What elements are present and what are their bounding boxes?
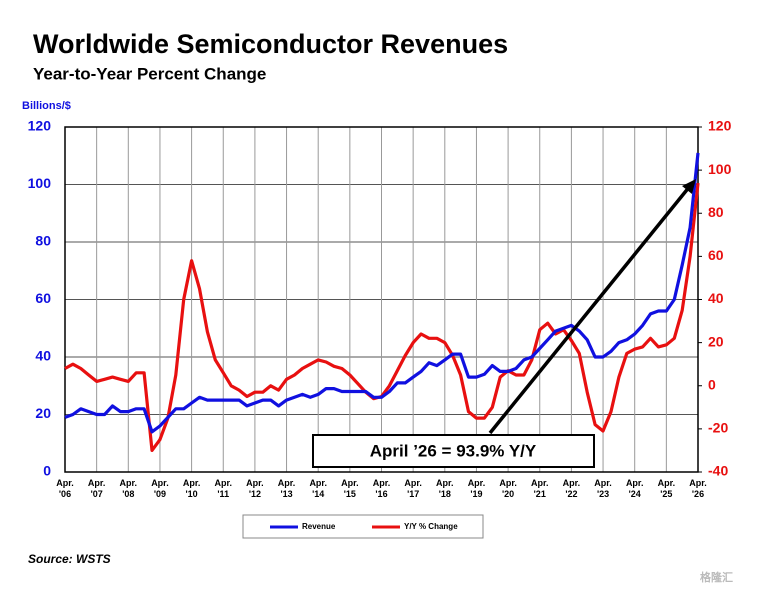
x-tick-label: Apr. '13 bbox=[278, 478, 296, 499]
y2-tick-label: 40 bbox=[708, 290, 724, 306]
x-tick-label: Apr. '23 bbox=[594, 478, 612, 499]
x-tick-label: Apr. '15 bbox=[341, 478, 359, 499]
x-tick-label: Apr. '10 bbox=[183, 478, 201, 499]
watermark: 格隆汇 bbox=[700, 570, 733, 584]
plot-area: 0 20 40 60 80 100 120 -40 -20 0 20 40 60 80 100 120 Apr.… bbox=[28, 118, 732, 500]
y-tick-label: 120 bbox=[28, 118, 52, 134]
y2-tick-label: 60 bbox=[708, 247, 724, 263]
x-tick-label: Apr. '25 bbox=[658, 478, 676, 499]
y2-tick-label: 100 bbox=[708, 161, 732, 177]
y2-tick-label: 80 bbox=[708, 204, 724, 220]
x-tick-label: Apr. '12 bbox=[246, 478, 264, 499]
y2-tick-label: 0 bbox=[708, 376, 716, 392]
annotation-layer: April ’26 = 93.9% Y/Y bbox=[312, 179, 696, 468]
x-tick-label: Apr. '18 bbox=[436, 478, 454, 499]
annotation: April ’26 = 93.9% Y/Y bbox=[370, 441, 537, 460]
x-tick-label: Apr. '09 bbox=[151, 478, 169, 499]
x-tick-label: Apr. '24 bbox=[626, 478, 644, 499]
x-tick-label: Apr. '16 bbox=[373, 478, 391, 499]
x-tick-label: Apr. '17 bbox=[404, 478, 422, 499]
x-tick-label: Apr. '21 bbox=[531, 478, 549, 499]
y2-tick-label: 20 bbox=[708, 333, 724, 349]
y-tick-label: 0 bbox=[43, 463, 51, 479]
source: Source: WSTS bbox=[28, 552, 111, 566]
chart-subtitle: Year-to-Year Percent Change bbox=[33, 64, 266, 83]
y-tick-label: 100 bbox=[28, 175, 52, 191]
y2-tick-label: -20 bbox=[708, 420, 728, 436]
y-tick-label: 60 bbox=[35, 290, 51, 306]
legend-label: Y/Y % Change bbox=[404, 522, 458, 531]
legend bbox=[242, 514, 484, 539]
y2-tick-label: 120 bbox=[708, 118, 732, 134]
arrow-head bbox=[682, 179, 696, 194]
x-tick-label: Apr. '20 bbox=[499, 478, 517, 499]
chart-title: Worldwide Semiconductor Revenues bbox=[33, 29, 508, 59]
arrow bbox=[488, 184, 692, 435]
series-line bbox=[64, 152, 700, 434]
y2-tick-label: -40 bbox=[708, 463, 728, 479]
x-tick-label: Apr. '11 bbox=[214, 478, 232, 499]
x-tick-label: Apr. '19 bbox=[468, 478, 486, 499]
legend-label: Revenue bbox=[302, 522, 336, 531]
x-tick-label: Apr. '14 bbox=[309, 478, 327, 499]
x-tick-label: Apr. '06 bbox=[56, 478, 74, 499]
x-tick-label: Apr. '26 bbox=[689, 478, 707, 499]
plot-frame bbox=[64, 126, 699, 473]
x-tick-label: Apr. '08 bbox=[120, 478, 138, 499]
y-tick-label: 40 bbox=[35, 348, 51, 364]
x-tick-label: Apr. '22 bbox=[563, 478, 581, 499]
annotation-box bbox=[312, 434, 595, 468]
y-tick-label: 20 bbox=[35, 405, 51, 421]
y-tick-label: 80 bbox=[35, 233, 51, 249]
x-tick-label: Apr. '07 bbox=[88, 478, 106, 499]
y-axis-label: Billions/$ bbox=[22, 100, 71, 112]
